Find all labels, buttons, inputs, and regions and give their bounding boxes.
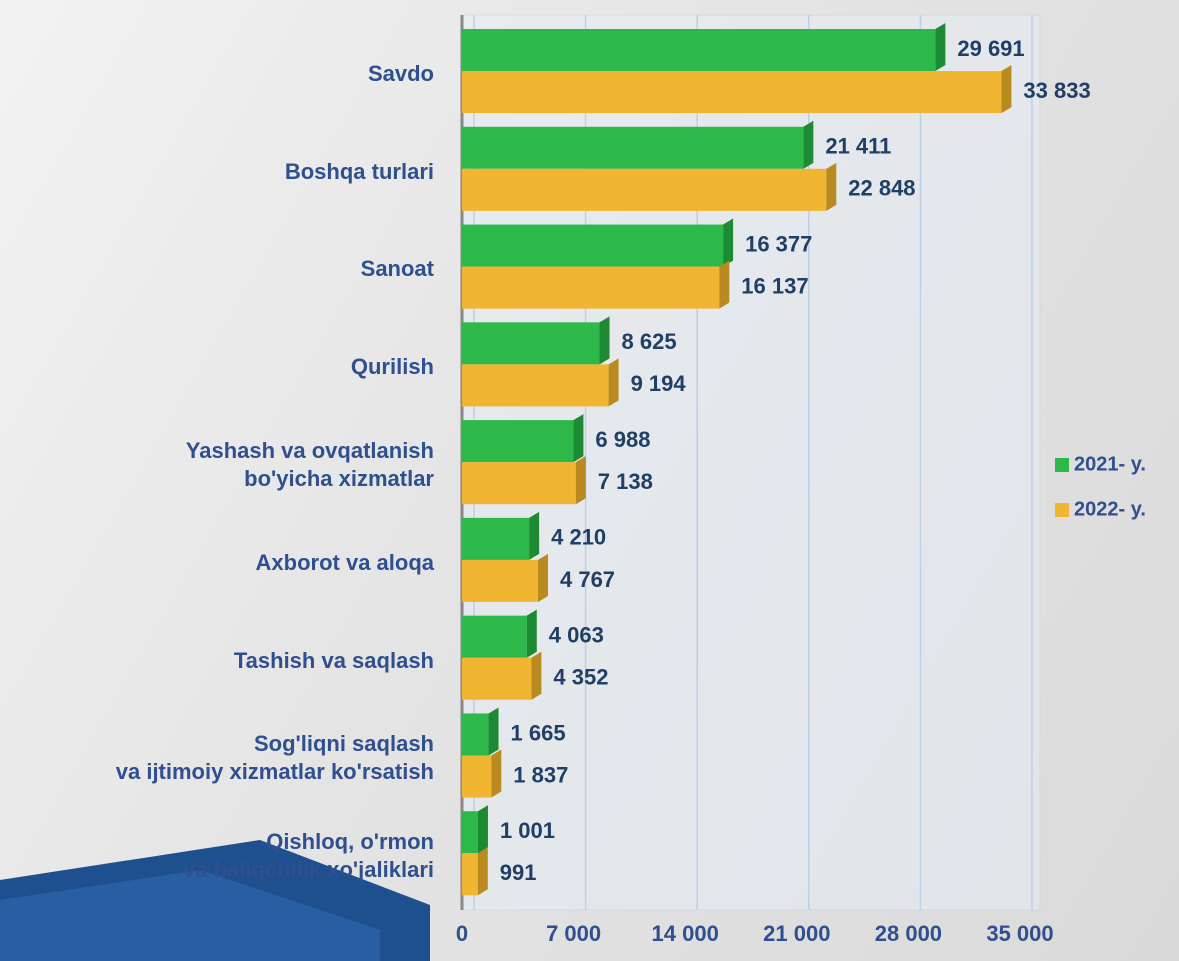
bar (462, 29, 936, 72)
bar (462, 462, 576, 505)
bar (462, 517, 530, 560)
value-label: 4 352 (553, 665, 608, 690)
category-label: Qurilish (350, 354, 434, 380)
value-label: 1 837 (513, 762, 568, 787)
bar (462, 853, 478, 896)
value-label: 4 063 (549, 623, 604, 648)
bar-side (803, 120, 814, 169)
bar (462, 224, 724, 267)
decoration (0, 870, 380, 961)
value-label: 16 377 (745, 231, 812, 256)
value-label: 1 001 (500, 818, 555, 843)
value-label: 4 767 (560, 567, 615, 592)
value-label: 33 833 (1023, 78, 1090, 103)
value-label: 4 210 (551, 525, 606, 550)
bar (462, 657, 532, 700)
bar-side (826, 162, 837, 211)
bar-side (531, 651, 542, 700)
bar-side (488, 707, 499, 756)
bar-side (529, 511, 540, 560)
bar-side (477, 805, 488, 854)
bar-side (723, 218, 734, 267)
category-label: Boshqa turlari (284, 158, 434, 184)
x-tick-label: 7 000 (546, 921, 601, 946)
x-tick-label: 0 (456, 921, 468, 946)
value-label: 21 411 (825, 134, 891, 159)
x-tick-label: 21 000 (763, 921, 830, 946)
bar (462, 420, 574, 463)
legend-swatch (1055, 458, 1069, 472)
bar (462, 755, 492, 798)
bar (462, 811, 478, 854)
x-tick-label: 35 000 (986, 921, 1053, 946)
bar-side (719, 260, 730, 309)
bar (462, 322, 600, 365)
value-label: 1 665 (511, 720, 566, 745)
category-label: Savdo (367, 60, 434, 86)
bar-side (575, 456, 586, 505)
category-label: Qishloq, o'rmon va baliqchilik xo'jalikl… (182, 829, 434, 883)
x-tick-label: 28 000 (875, 921, 942, 946)
bar-side (573, 414, 584, 463)
value-label: 6 988 (595, 427, 650, 452)
bar-side (1001, 65, 1012, 114)
value-label: 29 691 (957, 36, 1024, 61)
category-label: Sog'liqni saqlash va ijtimoiy xizmatlar … (115, 731, 434, 785)
value-label: 8 625 (622, 329, 677, 354)
value-label: 22 848 (848, 176, 915, 201)
category-label: Axborot va aloqa (255, 549, 434, 575)
bar (462, 126, 804, 169)
bar-side (608, 358, 619, 407)
legend-swatch (1055, 503, 1069, 517)
bar (462, 615, 527, 658)
x-tick-label: 14 000 (652, 921, 719, 946)
value-label: 9 194 (631, 371, 687, 396)
legend-label: 2022- y. (1074, 498, 1146, 520)
bar-side (537, 553, 548, 602)
bar-side (477, 847, 488, 896)
bar (462, 559, 538, 602)
bar (462, 713, 489, 756)
bar-side (935, 23, 946, 72)
bar-side (491, 749, 502, 798)
bar (462, 168, 827, 211)
bar-side (599, 316, 610, 365)
category-label: Tashish va saqlash (233, 647, 434, 673)
value-label: 7 138 (598, 469, 653, 494)
bar (462, 266, 720, 309)
value-label: 991 (500, 860, 537, 885)
bar (462, 71, 1002, 114)
bar (462, 364, 609, 407)
value-label: 16 137 (741, 273, 808, 298)
category-label: Sanoat (360, 256, 434, 282)
category-label: Yashash va ovqatlanish bo'yicha xizmatla… (185, 438, 434, 491)
legend-label: 2021- y. (1074, 453, 1146, 475)
bar-side (526, 609, 537, 658)
